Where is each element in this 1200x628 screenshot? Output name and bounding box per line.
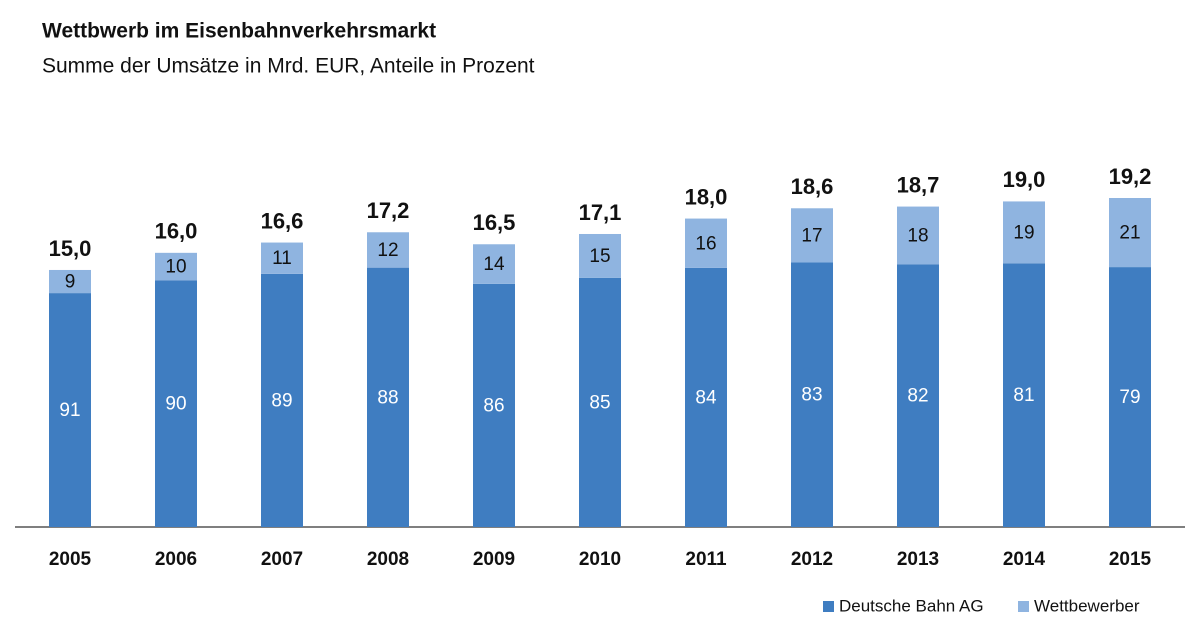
segment-label: 18 xyxy=(907,225,928,246)
segment-label: 84 xyxy=(695,387,717,408)
x-tick-label: 2005 xyxy=(49,549,92,570)
segment-label: 16 xyxy=(695,233,716,254)
bar-segment xyxy=(1109,198,1151,268)
bar-segment xyxy=(1003,201,1045,264)
x-tick-label: 2013 xyxy=(897,549,939,570)
segment-label: 14 xyxy=(483,254,505,275)
segment-label: 85 xyxy=(589,392,610,413)
x-tick-label: 2015 xyxy=(1109,549,1152,570)
total-label: 17,1 xyxy=(579,200,622,225)
segment-label: 82 xyxy=(907,386,928,407)
segment-label: 9 xyxy=(65,272,76,293)
segment-label: 12 xyxy=(377,240,398,261)
total-label: 19,0 xyxy=(1003,167,1046,192)
segment-label: 19 xyxy=(1013,222,1034,243)
segment-label: 81 xyxy=(1013,385,1034,406)
segment-label: 15 xyxy=(589,246,610,267)
bar-segment xyxy=(685,267,727,527)
chart-title: Wettbwerb im Eisenbahnverkehrsmarkt xyxy=(42,20,436,43)
x-tick-label: 2006 xyxy=(155,549,197,570)
x-tick-label: 2008 xyxy=(367,549,409,570)
total-label: 15,0 xyxy=(49,236,92,261)
segment-label: 91 xyxy=(59,400,80,421)
segment-label: 11 xyxy=(272,248,292,269)
legend-swatch xyxy=(1018,601,1029,612)
bar-segment xyxy=(579,233,621,278)
total-label: 17,2 xyxy=(367,198,410,223)
bar-segment xyxy=(791,208,833,263)
bar-segment xyxy=(1109,267,1151,527)
bar-segment xyxy=(367,267,409,527)
segment-label: 83 xyxy=(801,385,822,406)
segment-label: 88 xyxy=(377,387,398,408)
segment-label: 89 xyxy=(271,390,292,411)
bar-segment xyxy=(155,280,197,527)
total-label: 16,5 xyxy=(473,210,516,235)
bar-segment xyxy=(685,218,727,268)
bar-segment xyxy=(897,264,939,527)
chart-subtitle: Summe der Umsätze in Mrd. EUR, Anteile i… xyxy=(42,55,535,78)
bar-segment xyxy=(367,232,409,268)
bar-segment xyxy=(261,273,303,527)
bar-segment xyxy=(897,206,939,265)
bar-segment xyxy=(49,269,91,294)
legend-label: Wettbewerber xyxy=(1034,596,1140,615)
total-label: 18,7 xyxy=(897,172,940,197)
segment-label: 79 xyxy=(1119,387,1140,408)
bar-segment xyxy=(49,293,91,527)
bar-segment xyxy=(473,283,515,527)
total-label: 19,2 xyxy=(1109,164,1152,189)
bar-segment xyxy=(155,252,197,281)
x-tick-label: 2009 xyxy=(473,549,515,570)
segment-label: 21 xyxy=(1119,223,1140,244)
x-tick-label: 2012 xyxy=(791,549,833,570)
segment-label: 10 xyxy=(165,257,186,278)
x-tick-label: 2010 xyxy=(579,549,621,570)
total-label: 18,6 xyxy=(791,174,834,199)
total-label: 18,0 xyxy=(685,184,728,209)
bar-segment xyxy=(579,277,621,527)
x-tick-label: 2014 xyxy=(1003,549,1046,570)
segment-label: 17 xyxy=(801,225,822,246)
bar-segment xyxy=(791,262,833,527)
x-tick-label: 2007 xyxy=(261,549,303,570)
bar-segment xyxy=(473,244,515,284)
bar-segment xyxy=(1003,263,1045,527)
total-label: 16,6 xyxy=(261,208,304,233)
legend-label: Deutsche Bahn AG xyxy=(839,596,984,615)
segment-label: 90 xyxy=(165,394,186,415)
segment-label: 86 xyxy=(483,395,504,416)
legend-swatch xyxy=(823,601,834,612)
bar-segment xyxy=(261,242,303,274)
total-label: 16,0 xyxy=(155,219,198,244)
x-tick-label: 2011 xyxy=(685,549,727,570)
